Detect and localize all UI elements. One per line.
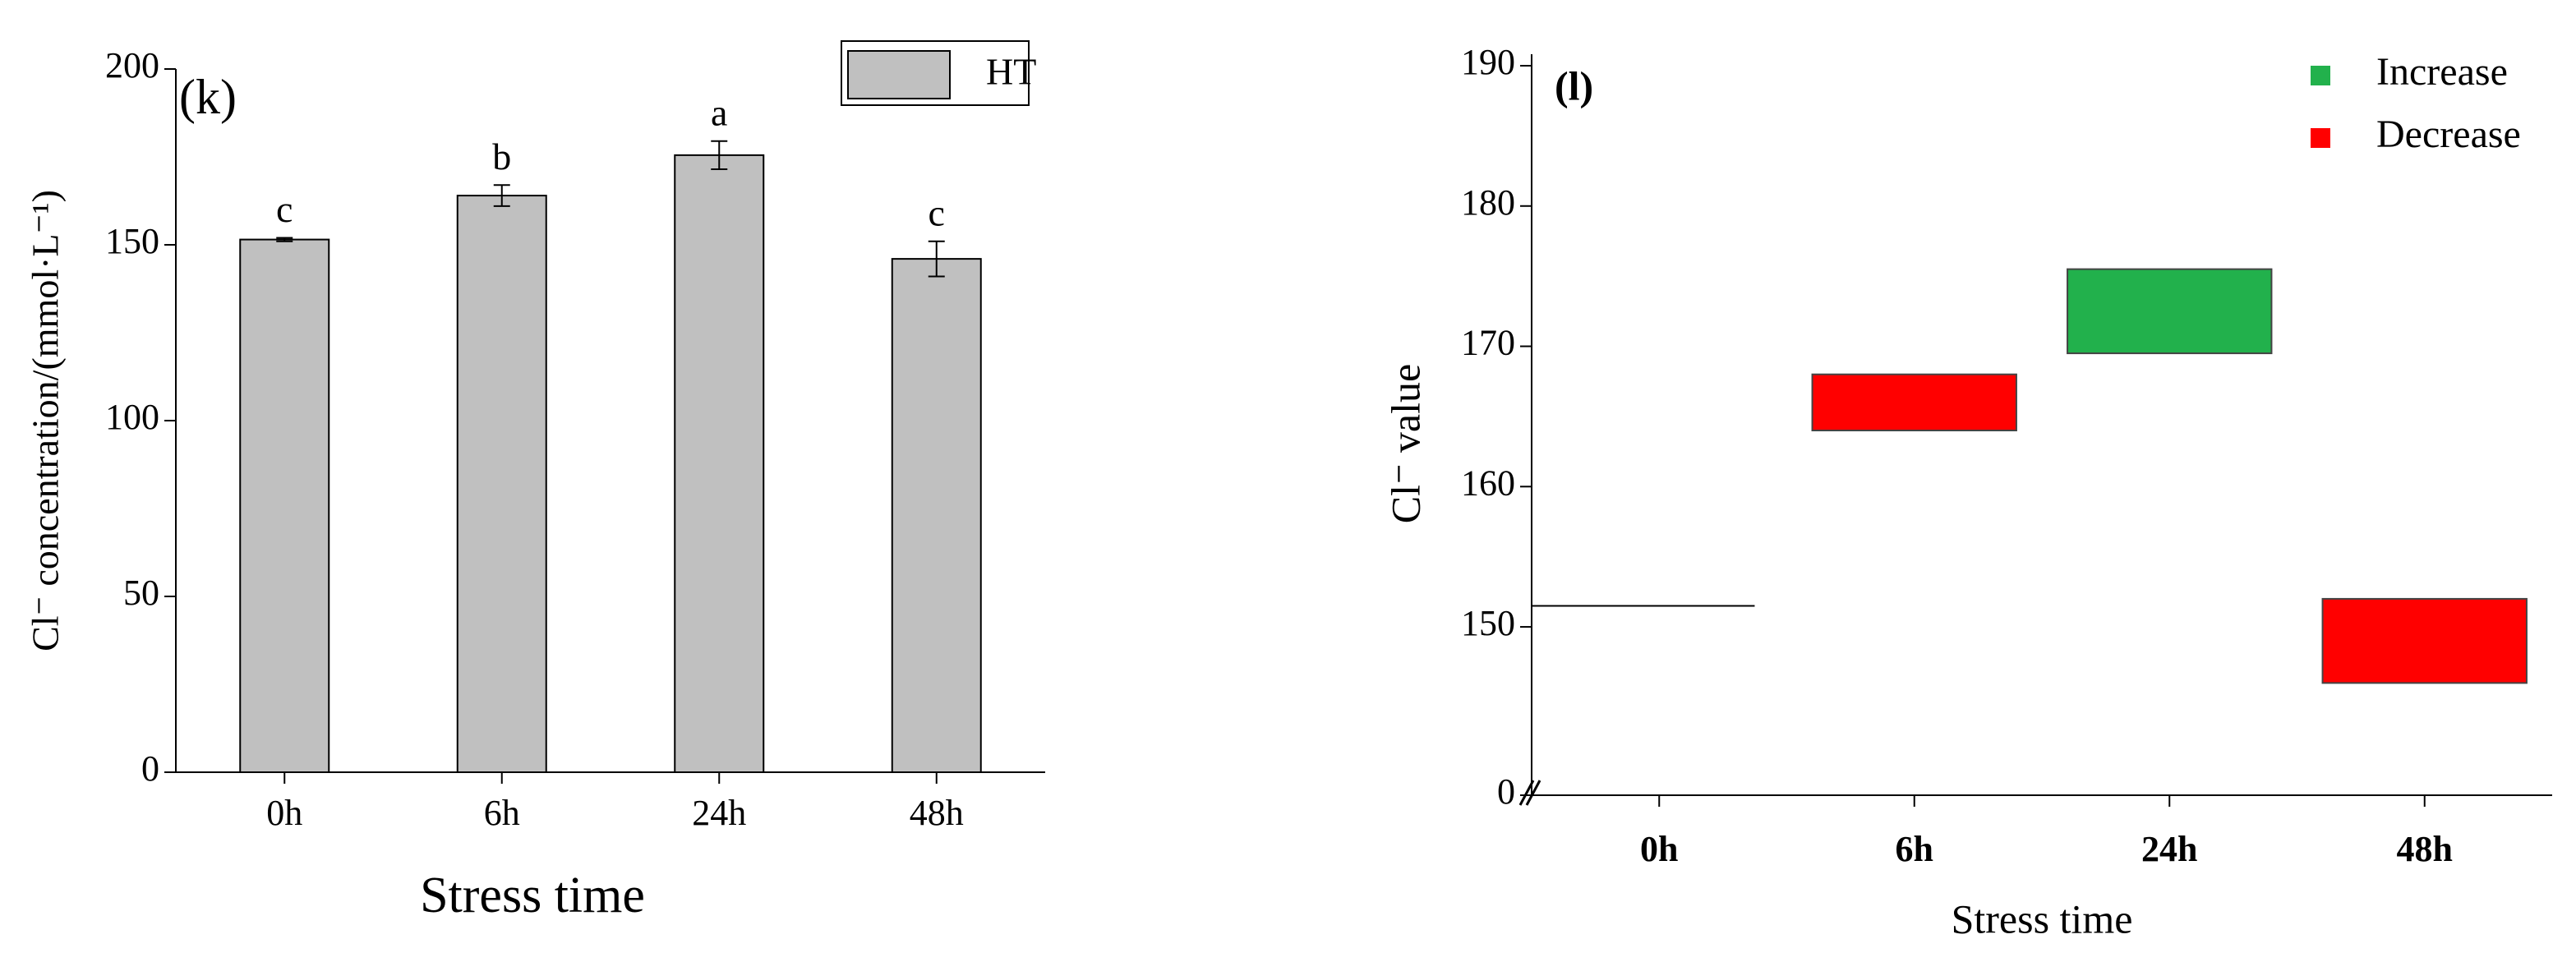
legend-label: Increase [2376,50,2508,94]
y-tick-label: 150 [1461,603,1515,643]
bar [674,154,765,774]
waterfall-bar [2067,268,2273,355]
y-tick-label: 0 [1497,771,1515,812]
x-tick-label: 0h [1640,829,1678,869]
error-bar [493,184,510,207]
y-tick-label: 0 [141,748,159,789]
y-tick-label: 150 [105,221,159,261]
x-tick-label: 48h [910,793,964,833]
waterfall-bar [1811,373,2017,432]
y-tick-label: 160 [1461,463,1515,503]
error-bar [276,237,293,242]
x-axis-title: Stress time [420,868,645,923]
legend-swatch [2311,66,2330,85]
y-tick-label: 50 [123,573,159,613]
x-tick-label: 24h [2141,829,2197,869]
significance-letter: c [276,188,293,230]
significance-letter: b [492,136,511,177]
y-axis-title: Cl⁻ concentration/(mmol·L⁻¹) [25,190,67,651]
y-axis-title: Cl⁻ value [1382,364,1428,523]
legend-label: Decrease [2376,113,2521,156]
waterfall-bar [2321,597,2528,684]
y-tick-label: 200 [105,45,159,85]
error-bar [928,240,945,278]
error-bar [711,140,728,170]
x-tick-label: 0h [266,793,302,833]
chart-title: (l) [1555,62,1593,108]
x-tick-label: 6h [484,793,520,833]
x-axis-title: Stress time [1952,895,2133,941]
y-tick-label: 100 [105,397,159,437]
legend-swatch [847,50,951,99]
y-tick-label: 170 [1461,323,1515,363]
x-tick-label: 24h [692,793,746,833]
bar [239,238,330,773]
significance-letter: c [929,191,945,233]
bar [456,195,547,773]
x-tick-label: 48h [2397,829,2453,869]
bar [891,258,982,773]
chart-title: (k) [179,70,237,124]
x-tick-label: 6h [1896,829,1933,869]
y-tick-label: 180 [1461,182,1515,223]
y-tick-label: 190 [1461,42,1515,82]
axis-break [1518,780,1541,806]
legend-swatch [2311,128,2330,148]
significance-letter: a [711,91,727,133]
legend-label: HT [986,51,1036,93]
